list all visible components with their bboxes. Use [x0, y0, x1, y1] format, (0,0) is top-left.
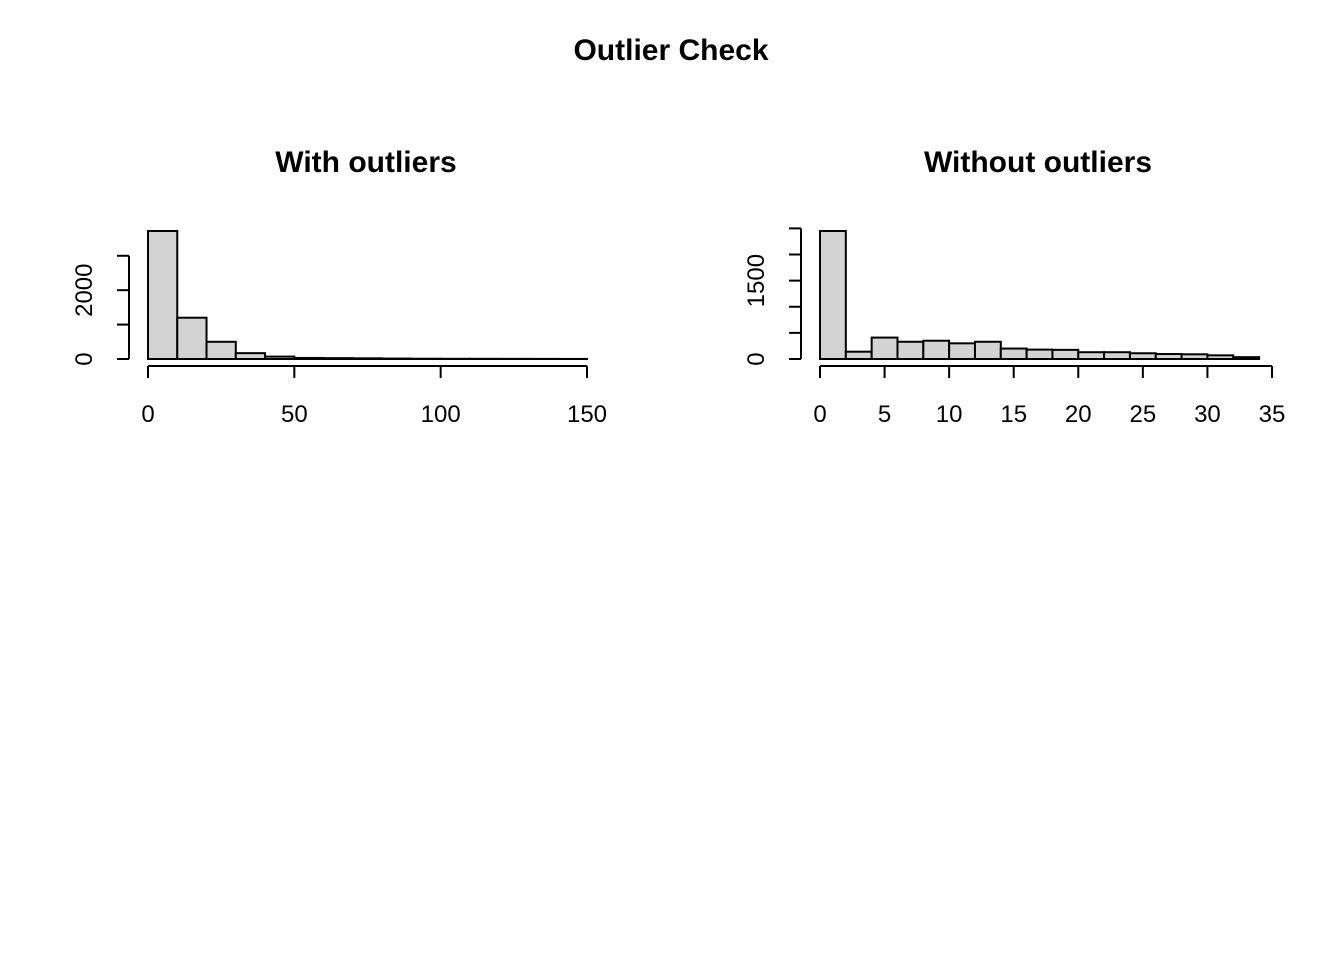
histogram-bar [999, 347, 1028, 361]
histogram-bar [1154, 353, 1183, 361]
histogram-bar [1051, 348, 1080, 361]
x-tick-label: 50 [281, 401, 308, 428]
x-tick-label: 0 [813, 401, 826, 428]
histogram-without-outliers: Without outliers 0 5 10 15 20 25 30 35 0 1500 [743, 146, 1285, 428]
x-tick-label: 35 [1259, 401, 1286, 428]
y-tick-label: 0 [743, 352, 770, 365]
x-tick-label: 0 [141, 401, 154, 428]
histogram-bar [896, 340, 925, 361]
y-tick-label: 2000 [71, 263, 98, 316]
panel-title: Without outliers [924, 146, 1152, 179]
histogram-bar [1025, 348, 1054, 360]
y-tick-label: 0 [71, 352, 98, 365]
histogram-bar [234, 352, 267, 361]
histogram-bar [1206, 354, 1235, 361]
histogram-bar [264, 355, 296, 361]
x-tick-label: 100 [421, 401, 461, 428]
histogram-bar [948, 342, 976, 361]
x-tick-label: 30 [1194, 401, 1221, 428]
histogram-bar [870, 336, 899, 360]
histogram-bar [973, 340, 1002, 361]
histogram-bar [322, 357, 354, 360]
histogram-bar [293, 356, 325, 361]
histogram-with-outliers: With outliers 0 50 100 150 0 2000 [71, 146, 607, 428]
x-tick-label: 15 [1000, 401, 1027, 428]
histogram-bar [922, 339, 951, 361]
x-tick-label: 20 [1065, 401, 1092, 428]
main-title: Outlier Check [573, 34, 768, 67]
histogram-bar [844, 350, 873, 360]
histogram-bar [1128, 352, 1157, 360]
histogram-bar [147, 230, 179, 360]
histogram-bar [176, 316, 208, 361]
histogram-bar [1077, 351, 1106, 360]
histogram-bar [1103, 351, 1131, 360]
y-tick-label: 1500 [743, 254, 770, 307]
histogram-bar [819, 230, 847, 360]
histogram-bar [1232, 356, 1261, 360]
x-tick-label: 10 [936, 401, 963, 428]
histogram-bar [351, 357, 384, 361]
x-tick-label: 150 [567, 401, 607, 428]
x-tick-label: 25 [1130, 401, 1157, 428]
x-tick-label: 5 [878, 401, 891, 428]
panel-title: With outliers [275, 146, 456, 179]
histogram-bar [1180, 353, 1209, 361]
histogram-bar [205, 340, 237, 360]
